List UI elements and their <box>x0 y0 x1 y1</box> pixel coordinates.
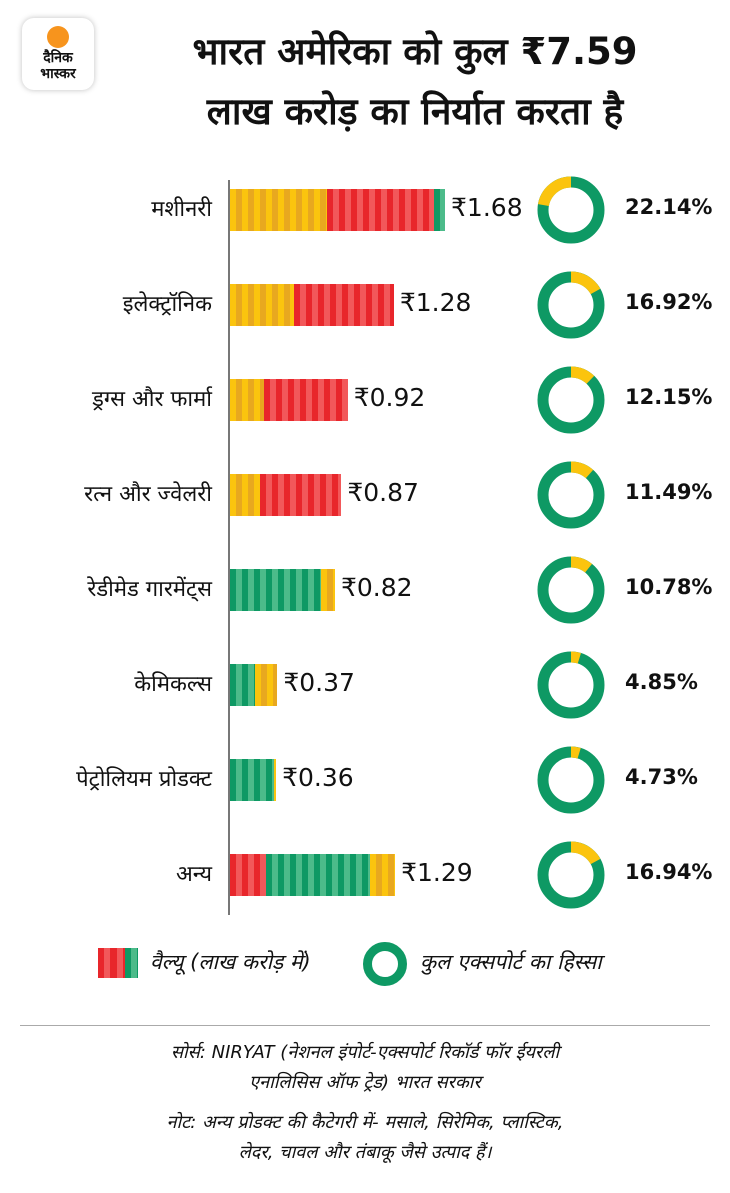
bar <box>230 854 396 896</box>
value-label: ₹0.36 <box>282 763 354 792</box>
category-label: रेडीमेड गारमेंट्स <box>87 577 212 602</box>
bar-segment-orange <box>230 284 294 326</box>
value-label: ₹0.92 <box>353 383 426 412</box>
chart-title: भारत अमेरिका को कुल ₹7.59 लाख करोड़ का न… <box>105 22 725 142</box>
category-label: इलेक्ट्रॉनिक <box>122 292 212 317</box>
share-percent-label: 4.73% <box>625 765 698 789</box>
donut-ring <box>537 366 605 434</box>
chart-row: पेट्रोलियम प्रोडक्ट ₹0.36 4.73% <box>0 746 730 814</box>
bar-segment-orange <box>370 854 396 896</box>
bar <box>230 664 278 706</box>
donut-ring <box>537 461 605 529</box>
category-label: रत्न और ज्वेलरी <box>84 482 212 507</box>
donut-share-arc <box>537 461 605 529</box>
donut-share-arc <box>537 746 605 814</box>
share-percent-label: 10.78% <box>625 575 713 599</box>
bar <box>230 379 348 421</box>
dainik-bhaskar-logo: दैनिक भास्कर <box>22 18 94 90</box>
category-label: ड्रग्स और फार्मा <box>92 387 212 412</box>
donut-share-arc <box>537 271 605 339</box>
share-donut <box>537 841 605 909</box>
chart-row: मशीनरी ₹1.68 22.14% <box>0 176 730 244</box>
donut-ring <box>537 556 605 624</box>
value-label: ₹1.28 <box>399 288 472 317</box>
share-donut <box>537 556 605 624</box>
category-label: पेट्रोलियम प्रोडक्ट <box>76 767 212 792</box>
chart-row: केमिकल्स ₹0.37 4.85% <box>0 651 730 719</box>
source-line1: सोर्स: NIRYAT (नेशनल इंपोर्ट-एक्सपोर्ट र… <box>170 1042 560 1063</box>
logo-text-line1: दैनिक <box>43 50 73 66</box>
bar-segment-green <box>230 759 275 801</box>
bar <box>230 474 342 516</box>
donut-share-arc <box>537 841 605 909</box>
share-donut <box>537 651 605 719</box>
bar-segment-orange <box>321 569 335 611</box>
footnote: नोट: अन्य प्रोडक्ट की कैटेगरी में- मसाले… <box>20 1108 710 1168</box>
donut-share-arc <box>537 556 605 624</box>
bar-segment-green <box>434 189 446 231</box>
legend-donut-label: कुल एक्सपोर्ट का हिस्सा <box>420 950 602 974</box>
donut-ring <box>537 651 605 719</box>
share-percent-label: 12.15% <box>625 385 713 409</box>
donut-share-arc <box>537 366 605 434</box>
share-percent-label: 11.49% <box>625 480 713 504</box>
bar-segment-orange <box>254 664 278 706</box>
bar <box>230 189 446 231</box>
bar-segment-red <box>230 854 267 896</box>
chart-row: ड्रग्स और फार्मा ₹0.92 12.15% <box>0 366 730 434</box>
share-donut <box>537 366 605 434</box>
legend-bar-swatch <box>98 948 138 978</box>
value-label: ₹0.37 <box>283 668 355 697</box>
share-donut <box>537 461 605 529</box>
title-line1: भारत अमेरिका को कुल ₹7.59 <box>192 30 638 73</box>
legend: वैल्यू (लाख करोड़ में) कुल एक्सपोर्ट का … <box>0 942 730 986</box>
chart-row: अन्य ₹1.29 16.94% <box>0 841 730 909</box>
bar <box>230 569 335 611</box>
bar-segment-red <box>326 189 435 231</box>
value-label: ₹1.68 <box>451 193 523 222</box>
value-label: ₹0.87 <box>347 478 419 507</box>
source-line2: एनालिसिस ऑफ ट्रेड) भारत सरकार <box>249 1072 481 1093</box>
donut-ring <box>537 746 605 814</box>
share-donut <box>537 176 605 244</box>
legend-donut-icon <box>363 942 407 986</box>
share-percent-label: 16.92% <box>625 290 713 314</box>
bar-segment-green <box>266 854 371 896</box>
bar-segment-orange <box>230 474 261 516</box>
sun-icon <box>47 26 69 48</box>
note-line2: लेदर, चावल और तंबाकू जैसे उत्पाद हैं। <box>238 1142 492 1163</box>
category-label: मशीनरी <box>151 197 212 222</box>
bar-segment-green <box>230 664 255 706</box>
share-percent-label: 4.85% <box>625 670 698 694</box>
bar <box>230 759 277 801</box>
share-percent-label: 16.94% <box>625 860 713 884</box>
bar <box>230 284 394 326</box>
note-line1: नोट: अन्य प्रोडक्ट की कैटेगरी में- मसाले… <box>166 1112 564 1133</box>
bar-segment-red <box>293 284 394 326</box>
logo-text-line2: भास्कर <box>40 66 76 82</box>
value-label: ₹1.29 <box>401 858 473 887</box>
category-label: अन्य <box>175 862 212 887</box>
value-label: ₹0.82 <box>340 573 413 602</box>
bar-segment-green <box>230 569 322 611</box>
y-axis-line <box>228 180 230 915</box>
divider <box>20 1025 710 1026</box>
chart-row: इलेक्ट्रॉनिक ₹1.28 16.92% <box>0 271 730 339</box>
share-donut <box>537 746 605 814</box>
category-label: केमिकल्स <box>134 672 212 697</box>
donut-share-arc <box>537 651 605 719</box>
bar-segment-red <box>260 474 342 516</box>
chart-row: रेडीमेड गारमेंट्स ₹0.82 10.78% <box>0 556 730 624</box>
bar-segment-red <box>264 379 348 421</box>
donut-share-arc <box>537 176 605 244</box>
title-line2: लाख करोड़ का निर्यात करता है <box>206 90 624 133</box>
legend-bars-label: वैल्यू (लाख करोड़ में) <box>150 950 311 974</box>
chart-row: रत्न और ज्वेलरी ₹0.87 11.49% <box>0 461 730 529</box>
share-donut <box>537 271 605 339</box>
source-note: सोर्स: NIRYAT (नेशनल इंपोर्ट-एक्सपोर्ट र… <box>20 1038 710 1098</box>
share-percent-label: 22.14% <box>625 195 713 219</box>
bar-segment-orange <box>274 759 277 801</box>
bar-segment-orange <box>230 379 265 421</box>
bar-segment-orange <box>230 189 327 231</box>
